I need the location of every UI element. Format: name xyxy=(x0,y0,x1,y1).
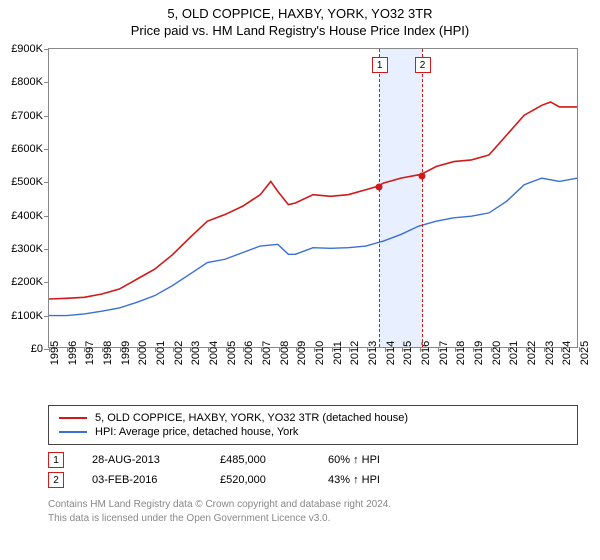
xtick-label: 1999 xyxy=(120,341,132,365)
ytick-label: £700K xyxy=(11,110,43,122)
xtick-label: 2023 xyxy=(544,341,556,365)
sale-annotation-box: 1 xyxy=(372,57,388,73)
xtick-label: 2025 xyxy=(579,341,591,365)
xtick-label: 2024 xyxy=(561,341,573,365)
xtick-label: 1996 xyxy=(67,341,79,365)
sale-row-marker: 1 xyxy=(48,452,64,468)
sale-annotation-box: 2 xyxy=(415,57,431,73)
ytick-label: £200K xyxy=(11,276,43,288)
ytick-label: £900K xyxy=(11,43,43,55)
ytick-label: £100K xyxy=(11,310,43,322)
ytick-label: £400K xyxy=(11,210,43,222)
xtick-label: 2002 xyxy=(173,341,185,365)
xtick-label: 2004 xyxy=(208,341,220,365)
xtick-label: 2006 xyxy=(243,341,255,365)
legend: 5, OLD COPPICE, HAXBY, YORK, YO32 3TR (d… xyxy=(48,405,578,445)
chart-lines xyxy=(49,49,577,347)
series-line xyxy=(49,178,577,315)
sale-row: 1 28-AUG-2013 £485,000 60% ↑ HPI xyxy=(48,450,408,470)
xtick-label: 2022 xyxy=(526,341,538,365)
xtick-label: 2003 xyxy=(190,341,202,365)
xtick-label: 2013 xyxy=(367,341,379,365)
ytick-label: £300K xyxy=(11,243,43,255)
legend-label: HPI: Average price, detached house, York xyxy=(95,426,298,438)
legend-swatch xyxy=(59,417,87,419)
sale-row-cell: £485,000 xyxy=(220,454,300,466)
plot-area: £0£100K£200K£300K£400K£500K£600K£700K£80… xyxy=(48,48,578,348)
xtick-label: 2012 xyxy=(349,341,361,365)
xtick-label: 2009 xyxy=(296,341,308,365)
ytick-label: £500K xyxy=(11,176,43,188)
sale-row-cell: £520,000 xyxy=(220,474,300,486)
xtick-label: 2007 xyxy=(261,341,273,365)
xtick-label: 1997 xyxy=(84,341,96,365)
xtick-label: 2017 xyxy=(438,341,450,365)
xtick-label: 2018 xyxy=(455,341,467,365)
sale-dot xyxy=(375,184,382,191)
sale-row-cell: 28-AUG-2013 xyxy=(92,454,192,466)
xtick-label: 2019 xyxy=(473,341,485,365)
xtick-label: 2000 xyxy=(137,341,149,365)
sale-row-cell: 60% ↑ HPI xyxy=(328,454,408,466)
xtick-label: 2008 xyxy=(279,341,291,365)
xtick-label: 1998 xyxy=(102,341,114,365)
series-line xyxy=(49,102,577,299)
sale-row: 2 03-FEB-2016 £520,000 43% ↑ HPI xyxy=(48,470,408,490)
sales-table: 1 28-AUG-2013 £485,000 60% ↑ HPI 2 03-FEB-201… xyxy=(48,450,408,490)
sale-row-cell: 03-FEB-2016 xyxy=(92,474,192,486)
sale-dot xyxy=(418,172,425,179)
footer-line: Contains HM Land Registry data © Crown c… xyxy=(48,498,391,512)
sale-guideline xyxy=(422,49,423,347)
legend-row: 5, OLD COPPICE, HAXBY, YORK, YO32 3TR (d… xyxy=(59,412,567,424)
ytick-label: £600K xyxy=(11,143,43,155)
ytick-label: £800K xyxy=(11,76,43,88)
chart-subtitle: Price paid vs. HM Land Registry's House … xyxy=(0,21,600,44)
footer-note: Contains HM Land Registry data © Crown c… xyxy=(48,498,391,525)
xtick-label: 2010 xyxy=(314,341,326,365)
xtick-label: 2021 xyxy=(508,341,520,365)
legend-row: HPI: Average price, detached house, York xyxy=(59,426,567,438)
xtick-label: 2015 xyxy=(402,341,414,365)
sale-guideline xyxy=(379,49,380,347)
footer-line: This data is licensed under the Open Gov… xyxy=(48,512,391,526)
xtick-label: 1995 xyxy=(49,341,61,365)
xtick-label: 2001 xyxy=(155,341,167,365)
xtick-label: 2005 xyxy=(226,341,238,365)
legend-swatch xyxy=(59,431,87,433)
ytick-label: £0 xyxy=(31,343,43,355)
figure: 5, OLD COPPICE, HAXBY, YORK, YO32 3TR Pr… xyxy=(0,0,600,560)
address-title: 5, OLD COPPICE, HAXBY, YORK, YO32 3TR xyxy=(0,0,600,21)
sale-row-marker: 2 xyxy=(48,472,64,488)
xtick-label: 2011 xyxy=(332,341,344,365)
xtick-label: 2014 xyxy=(385,341,397,365)
xtick-label: 2020 xyxy=(491,341,503,365)
legend-label: 5, OLD COPPICE, HAXBY, YORK, YO32 3TR (d… xyxy=(95,412,408,424)
sale-row-cell: 43% ↑ HPI xyxy=(328,474,408,486)
